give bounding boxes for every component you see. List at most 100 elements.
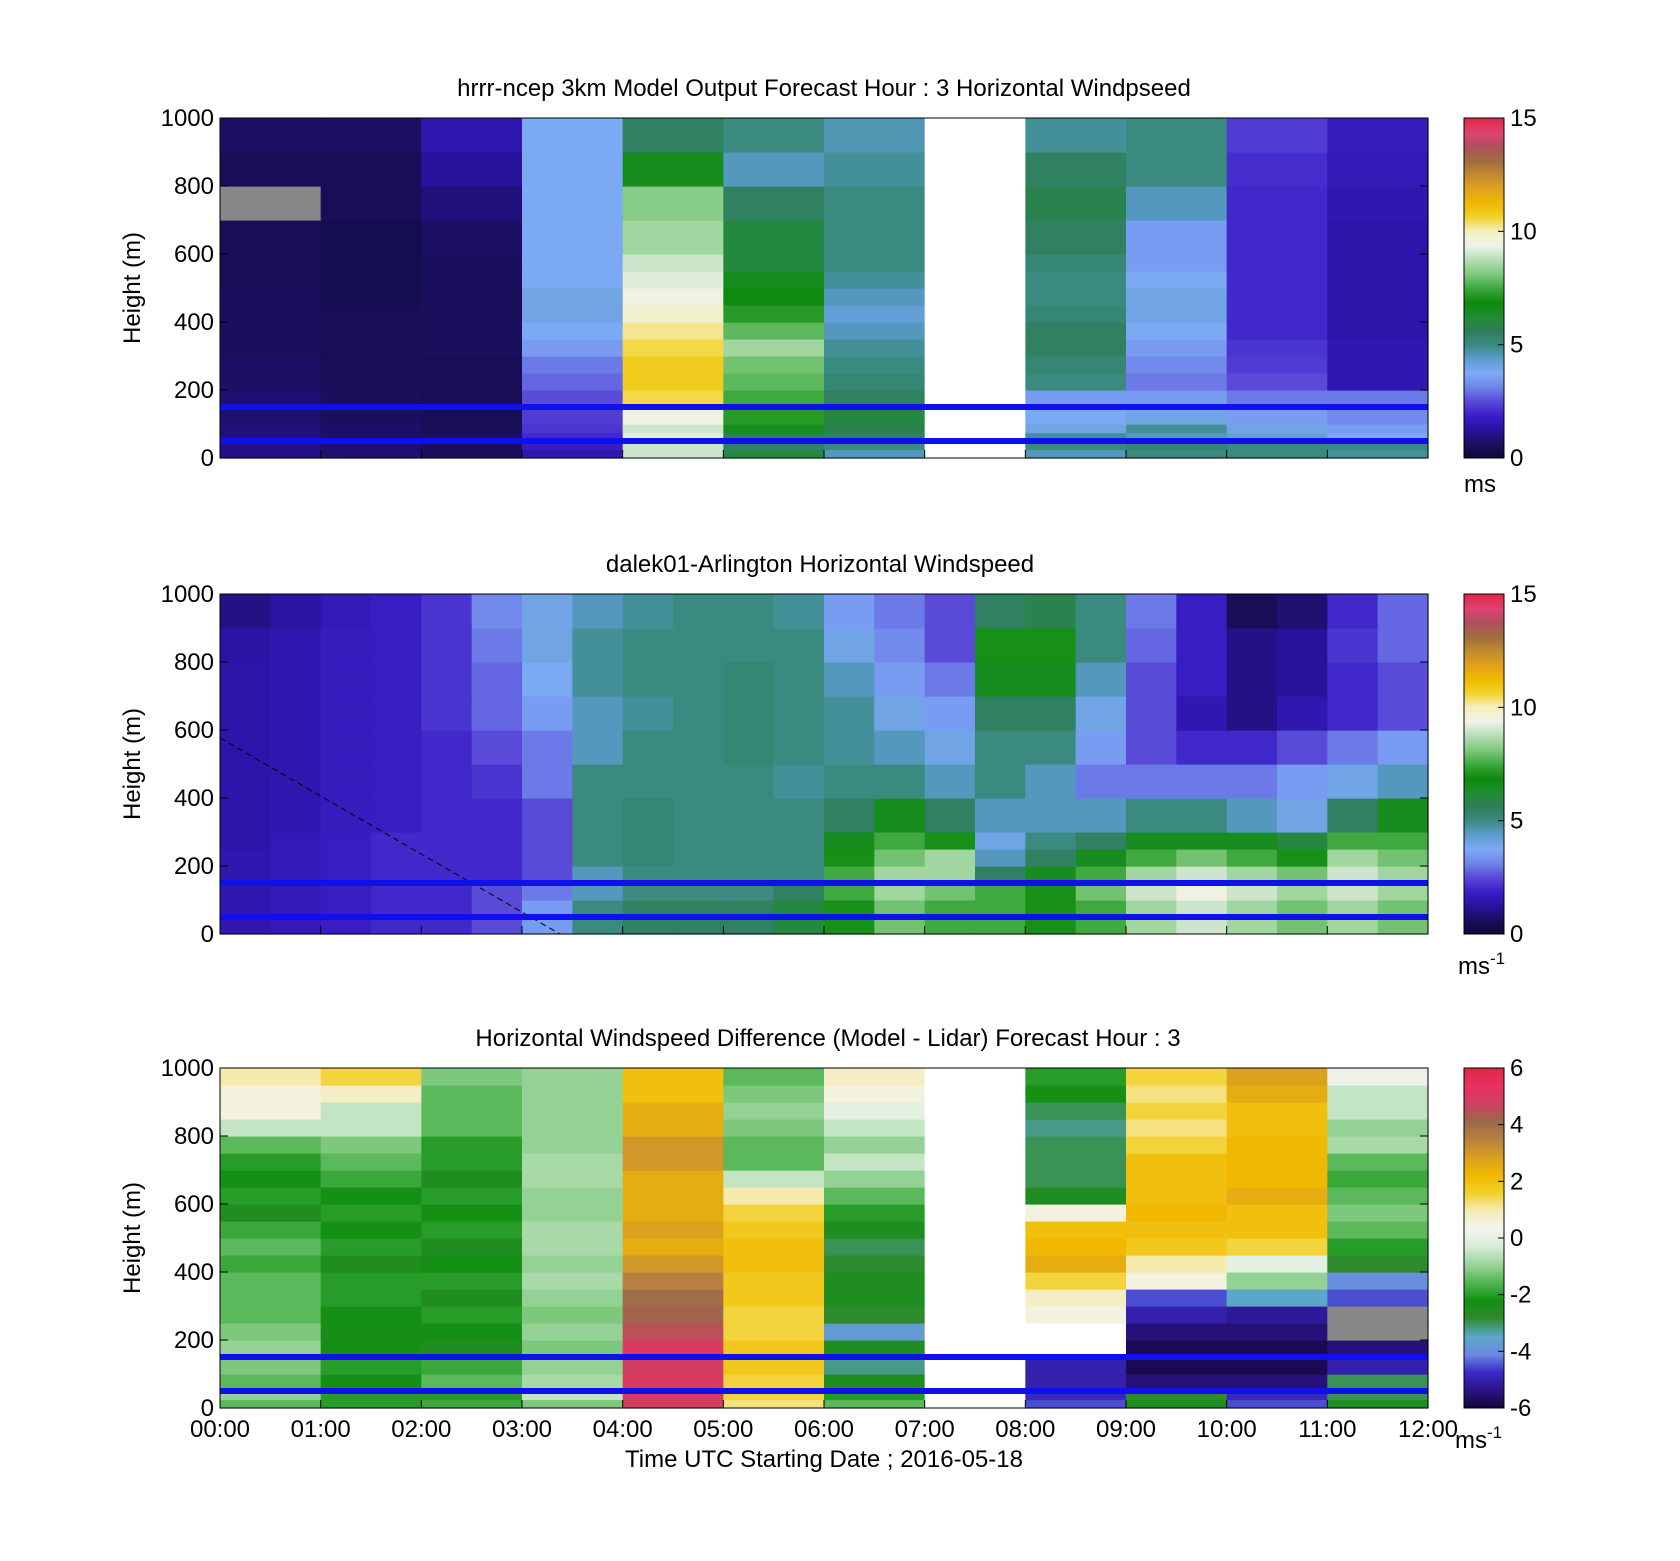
heatmap-cell (924, 1306, 1026, 1324)
heatmap-cell (924, 917, 976, 935)
panel-difference-ylabel: Height (m) (119, 1182, 146, 1294)
heatmap-cell (1226, 866, 1278, 884)
heatmap-cell (522, 798, 573, 833)
heatmap-cell (673, 764, 724, 799)
heatmap-cell (723, 866, 775, 884)
panel-lidar-cells (220, 594, 1429, 935)
heatmap-cell (270, 883, 322, 901)
heatmap-cell (622, 305, 724, 323)
heatmap-cell (1126, 628, 1177, 663)
heatmap-cell (622, 1340, 724, 1358)
heatmap-cell (522, 271, 624, 289)
heatmap-cell (1126, 288, 1228, 306)
heatmap-cell (522, 730, 573, 765)
heatmap-cell (1226, 917, 1278, 935)
heatmap-cell (1377, 798, 1429, 833)
heatmap-cell (1327, 1153, 1429, 1171)
heatmap-cell (1327, 424, 1429, 434)
heatmap-cell (1277, 849, 1328, 867)
x-tick-label: 08:00 (995, 1416, 1055, 1443)
panel-lidar-colorbar-unit-exp: -1 (1490, 949, 1505, 968)
heatmap-cell (824, 798, 875, 833)
heatmap-cell (1126, 832, 1177, 850)
heatmap-cell (723, 1272, 825, 1290)
heatmap-cell (824, 883, 875, 901)
heatmap-cell (1025, 696, 1077, 731)
colorbar-tick-label: 15 (1510, 581, 1537, 608)
heatmap-cell (673, 798, 724, 833)
heatmap-cell (320, 1136, 422, 1154)
heatmap-cell (874, 883, 926, 901)
heatmap-cell (1277, 798, 1328, 833)
heatmap-cell (924, 1255, 1026, 1273)
heatmap-cell (1025, 849, 1077, 867)
heatmap-cell (522, 900, 573, 918)
heatmap-cell (1025, 449, 1127, 459)
heatmap-cell (622, 1374, 724, 1392)
colorbar-tick-label: 0 (1510, 1225, 1523, 1252)
heatmap-cell (1327, 1391, 1429, 1401)
heatmap-cell (1176, 900, 1228, 918)
heatmap-cell (622, 322, 724, 340)
heatmap-cell (1025, 832, 1077, 850)
heatmap-cell (320, 849, 372, 867)
heatmap-cell (1025, 1374, 1127, 1392)
heatmap-cell (924, 424, 1026, 434)
heatmap-cell (1226, 441, 1328, 451)
heatmap-cell (874, 798, 926, 833)
heatmap-cell (824, 1204, 926, 1222)
heatmap-cell (622, 1323, 724, 1341)
heatmap-cell (1226, 1170, 1328, 1188)
heatmap-cell (572, 594, 624, 629)
heatmap-cell (1226, 373, 1328, 391)
heatmap-cell (1025, 356, 1127, 374)
heatmap-cell (1075, 662, 1127, 697)
heatmap-cell (371, 883, 422, 901)
heatmap-cell (522, 288, 624, 306)
heatmap-cell (622, 1170, 724, 1188)
heatmap-cell (1075, 832, 1127, 850)
heatmap-cell (1126, 1170, 1228, 1188)
heatmap-cell (220, 730, 271, 765)
heatmap-cell (1126, 1136, 1228, 1154)
y-tick-label: 0 (201, 921, 214, 948)
heatmap-cell (622, 1119, 724, 1137)
heatmap-cell (1126, 866, 1177, 884)
heatmap-cell (1377, 594, 1429, 629)
heatmap-cell (773, 594, 825, 629)
heatmap-cell (673, 594, 724, 629)
heatmap-cell (220, 764, 271, 799)
heatmap-cell (1025, 1272, 1127, 1290)
heatmap-cell (1176, 798, 1228, 833)
heatmap-cell (522, 662, 573, 697)
heatmap-cell (622, 730, 674, 765)
heatmap-cell (723, 322, 825, 340)
heatmap-cell (1327, 1238, 1429, 1256)
panel-model-colorbar-ticks: 0 5 10 15 (1498, 105, 1537, 472)
panel-lidar-y-axis: 0 200 400 600 800 1000 (161, 581, 1428, 948)
heatmap-cell (874, 662, 926, 697)
heatmap-cell (421, 1357, 523, 1375)
heatmap-cell (421, 883, 473, 901)
heatmap-cell (270, 662, 322, 697)
heatmap-cell (572, 900, 624, 918)
heatmap-cell (1126, 271, 1228, 289)
heatmap-cell (1226, 1289, 1328, 1307)
heatmap-cell (320, 662, 372, 697)
heatmap-cell (723, 432, 825, 442)
heatmap-cell (320, 1374, 422, 1392)
heatmap-cell (421, 849, 473, 867)
heatmap-cell (522, 1238, 624, 1256)
heatmap-cell (924, 900, 976, 918)
heatmap-cell (723, 832, 775, 850)
heatmap-cell (924, 220, 1026, 255)
heatmap-cell (1226, 288, 1328, 306)
panel-model-x-ticks (219, 450, 1429, 458)
heatmap-cell (824, 1221, 926, 1239)
heatmap-cell (1327, 322, 1429, 340)
heatmap-cell (924, 305, 1026, 323)
heatmap-cell (622, 1153, 724, 1171)
heatmap-cell (1327, 118, 1429, 153)
heatmap-cell (220, 373, 322, 391)
heatmap-cell (1025, 917, 1077, 935)
